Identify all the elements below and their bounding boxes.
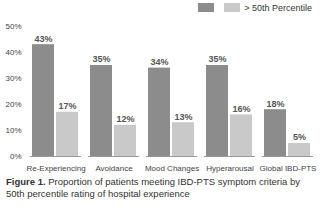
svg-text:10%: 10%	[5, 126, 21, 135]
svg-text:Global IBD-PTS: Global IBD-PTS	[260, 164, 317, 173]
svg-text:5%: 5%	[293, 132, 306, 142]
svg-text:20%: 20%	[5, 100, 21, 109]
svg-text:35%: 35%	[92, 54, 110, 64]
svg-text:43%: 43%	[34, 34, 52, 44]
svg-text:40%: 40%	[5, 48, 21, 57]
svg-text:30%: 30%	[5, 74, 21, 83]
svg-text:35%: 35%	[208, 54, 226, 64]
svg-text:Re-Experiencing: Re-Experiencing	[26, 164, 85, 173]
svg-text:13%: 13%	[174, 112, 192, 122]
svg-text:Avoidance: Avoidance	[95, 164, 133, 173]
svg-text:18%: 18%	[266, 99, 284, 109]
html-text:> 50th Percentile: > 50th Percentile	[244, 2, 312, 13]
svg-text:0%: 0%	[10, 152, 22, 161]
svg-text:12%: 12%	[116, 114, 134, 124]
html-text:Figure 1. Proportion of patien: Figure 1. Proportion of patients meeting…	[6, 176, 301, 199]
svg-text:17%: 17%	[58, 101, 76, 111]
svg-text:50%: 50%	[5, 22, 21, 31]
svg-text:16%: 16%	[232, 104, 250, 114]
svg-text:Mood Changes: Mood Changes	[145, 164, 199, 173]
svg-text:34%: 34%	[150, 57, 168, 67]
svg-text:Hyperarousal: Hyperarousal	[206, 164, 254, 173]
